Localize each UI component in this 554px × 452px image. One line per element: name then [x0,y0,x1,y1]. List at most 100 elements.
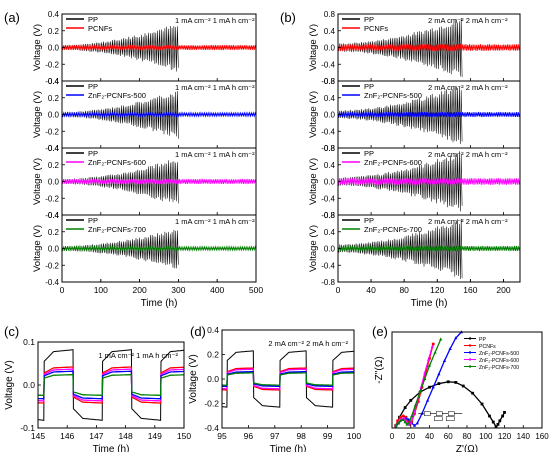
y-axis-label: Voltage (V) [308,158,319,205]
y-tick-label: 0.4 [48,77,60,86]
legend-entry: PP [364,149,374,158]
y-axis-label: Voltage (V) [32,225,43,272]
legend-entry: ZnF₂-PCNFs-600 [479,358,519,364]
data-point [403,406,407,409]
series-line-znf2-pcnfs-600 [38,368,185,402]
series-line-znf2-pcnfs-500 [222,371,354,387]
data-point [471,391,475,395]
legend-entry: PP [88,15,98,24]
y-tick-label: -0.4 [45,77,59,86]
series-line-znf2-pcnfs-600 [61,178,257,185]
data-point [415,421,419,425]
y-tick-label: -0.4 [321,60,335,69]
data-point [488,414,491,418]
data-point [409,399,413,402]
y-tick-label: 0.1 [23,337,35,347]
cpe-icon [434,416,443,421]
series-line-znf2-pcnfs-700 [337,245,521,252]
y-tick-label: 0.2 [48,94,60,103]
data-point [442,359,447,362]
x-axis-label: Time (h) [411,298,448,309]
series-line-znf2-pcnfs-600 [337,178,521,185]
y-tick-label: 0.2 [48,228,60,237]
series-line-znf2-pcnfs-500 [337,111,521,118]
x-tick-label: 200 [496,285,510,295]
resistor-icon [436,411,443,416]
legend-entry: PP [479,337,486,343]
panel-label: (b) [280,10,296,25]
x-tick-label: 100 [347,431,361,441]
x-axis-label: Time (h) [141,298,178,309]
legend-marker [468,344,472,347]
y-tick-label: 0.0 [48,44,60,53]
y-axis-label: Voltage (V) [308,24,319,71]
x-tick-label: 40 [366,285,376,295]
condition-annotation: 1 mA cm⁻² 1 mA h cm⁻² [175,83,255,92]
x-tick-label: 0 [336,285,341,295]
data-point [407,421,411,425]
data-point [413,403,418,407]
resistor-icon [424,411,431,416]
panel-e: 0 20 40 60 80 100 120 140 160 Z'(Ω) -Z''(Ω) PPPCNFs… [374,330,549,452]
y-tick-label: -0.2 [45,194,59,203]
x-tick-label: 120 [430,285,444,295]
y-tick-label: 0.0 [48,111,60,120]
data-point [423,377,427,380]
y-tick-label: 0.4 [48,144,60,153]
x-tick-label: 97 [270,431,280,441]
x-tick-label: 148 [119,431,133,441]
data-point [437,372,441,376]
y-tick-label: 0.0 [23,380,35,390]
y-tick-label: -0.4 [45,211,59,220]
legend-entry: PP [88,82,98,91]
y-axis-label: Voltage (V) [32,158,43,205]
y-tick-label: 0.8 [324,211,336,220]
series-line-znf2-pcnfs-500 [37,370,184,400]
data-point [446,380,450,384]
y-tick-label: 0.4 [48,10,60,19]
y-tick-label: 0.0 [48,245,60,254]
legend-entry: PP [88,149,98,158]
y-tick-label: -0.2 [45,60,59,69]
data-point [426,398,430,402]
y-axis-label: Voltage (V) [4,360,15,409]
x-tick-label: 149 [148,431,162,441]
y-tick-label: 0.4 [207,325,219,335]
condition-annotation: 2 mA cm⁻² 2 mA h cm⁻² [428,16,508,25]
condition-annotation: 1 mA cm⁻² 1 mA h cm⁻² [175,150,255,159]
data-point [394,425,398,428]
data-point [448,347,452,350]
x-tick-label: 99 [323,431,333,441]
y-tick-label: 0.4 [48,211,60,220]
y-tick-label: 0.0 [324,245,336,254]
data-point [433,350,437,354]
x-tick-label: 0 [60,285,65,295]
x-tick-label: 300 [171,285,185,295]
panel-label: (e) [372,324,388,339]
data-point [498,419,502,423]
data-point [405,422,409,426]
data-point [501,414,505,418]
y-tick-label: 0.8 [324,77,336,86]
legend-entry: ZnF₂-PCNFs-500 [364,91,422,100]
data-point [412,423,417,427]
legend-entry: ZnF₂-PCNFs-600 [364,158,422,167]
data-point [427,363,432,367]
legend-entry: ZnF₂-PCNFs-700 [479,365,519,371]
condition-annotation: 1 mA cm⁻² 1 mA h cm⁻² [98,351,178,360]
equivalent-circuit-inset [418,411,463,421]
y-tick-label: 0.8 [324,10,336,19]
data-point [401,414,405,418]
y-tick-label: -0.8 [321,144,335,153]
legend-entry: ZnF₂-PCNFs-500 [88,91,146,100]
x-tick-label: 400 [210,285,224,295]
condition-annotation: 1 mA cm⁻² 1 mA h cm⁻² [175,16,255,25]
y-tick-label: 0.0 [324,178,336,187]
x-tick-label: 150 [177,431,191,441]
